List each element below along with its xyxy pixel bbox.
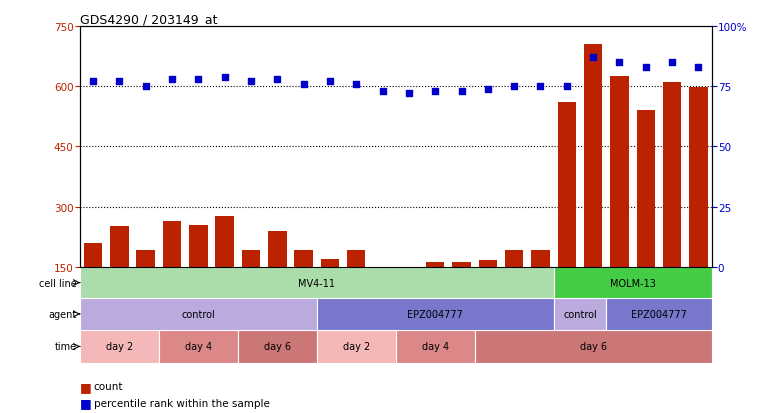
Point xyxy=(298,81,310,88)
Text: count: count xyxy=(94,381,123,391)
Bar xyxy=(396,330,475,363)
Bar xyxy=(80,267,554,299)
Text: day 2: day 2 xyxy=(342,342,370,351)
Text: day 6: day 6 xyxy=(580,342,607,351)
Point xyxy=(640,64,652,71)
Bar xyxy=(80,299,317,330)
Bar xyxy=(347,250,365,328)
Text: day 4: day 4 xyxy=(185,342,212,351)
Bar xyxy=(584,45,602,328)
Bar xyxy=(475,330,712,363)
Text: percentile rank within the sample: percentile rank within the sample xyxy=(94,398,269,408)
Text: MOLM-13: MOLM-13 xyxy=(610,278,655,288)
Point xyxy=(587,55,599,62)
Bar xyxy=(452,262,471,328)
Bar xyxy=(84,243,102,328)
Bar xyxy=(610,77,629,328)
Bar xyxy=(295,250,313,328)
Point xyxy=(139,84,151,90)
Bar xyxy=(531,250,549,328)
Text: day 6: day 6 xyxy=(264,342,291,351)
Point xyxy=(693,64,705,71)
Text: day 2: day 2 xyxy=(106,342,133,351)
Text: ■: ■ xyxy=(80,396,91,409)
Bar xyxy=(110,226,129,328)
Bar xyxy=(215,216,234,328)
Point xyxy=(350,81,362,88)
Point xyxy=(429,88,441,95)
Point xyxy=(324,79,336,85)
Point xyxy=(271,76,283,83)
Bar xyxy=(505,250,524,328)
Point xyxy=(377,88,389,95)
Point xyxy=(113,79,126,85)
Point xyxy=(561,84,573,90)
Bar xyxy=(400,271,418,328)
Bar xyxy=(136,250,155,328)
Bar xyxy=(689,88,708,328)
Text: agent: agent xyxy=(49,309,77,319)
Bar xyxy=(663,83,681,328)
Bar xyxy=(237,330,317,363)
Text: control: control xyxy=(563,309,597,319)
Bar xyxy=(554,267,712,299)
Bar xyxy=(163,221,181,328)
Point xyxy=(455,88,467,95)
Text: ■: ■ xyxy=(80,380,91,393)
Bar xyxy=(426,262,444,328)
Bar xyxy=(320,259,339,328)
Text: EPZ004777: EPZ004777 xyxy=(631,309,687,319)
Point xyxy=(166,76,178,83)
Text: GDS4290 / 203149_at: GDS4290 / 203149_at xyxy=(80,13,218,26)
Point xyxy=(534,84,546,90)
Bar xyxy=(554,299,607,330)
Point xyxy=(613,59,626,66)
Text: cell line: cell line xyxy=(39,278,77,288)
Bar xyxy=(159,330,237,363)
Text: EPZ004777: EPZ004777 xyxy=(407,309,463,319)
Bar xyxy=(317,330,396,363)
Point xyxy=(245,79,257,85)
Bar xyxy=(374,271,392,328)
Bar xyxy=(558,103,576,328)
Bar xyxy=(80,330,159,363)
Bar xyxy=(242,250,260,328)
Point xyxy=(218,74,231,81)
Point xyxy=(666,59,678,66)
Text: MV4-11: MV4-11 xyxy=(298,278,336,288)
Point xyxy=(193,76,205,83)
Bar xyxy=(268,231,286,328)
Text: control: control xyxy=(181,309,215,319)
Text: day 4: day 4 xyxy=(422,342,449,351)
Point xyxy=(87,79,99,85)
Bar xyxy=(479,261,497,328)
Bar xyxy=(189,225,208,328)
Point xyxy=(403,91,415,97)
Text: time: time xyxy=(55,342,77,351)
Bar xyxy=(607,299,712,330)
Point xyxy=(508,84,521,90)
Point xyxy=(482,86,494,93)
Bar xyxy=(636,111,655,328)
Bar xyxy=(317,299,554,330)
